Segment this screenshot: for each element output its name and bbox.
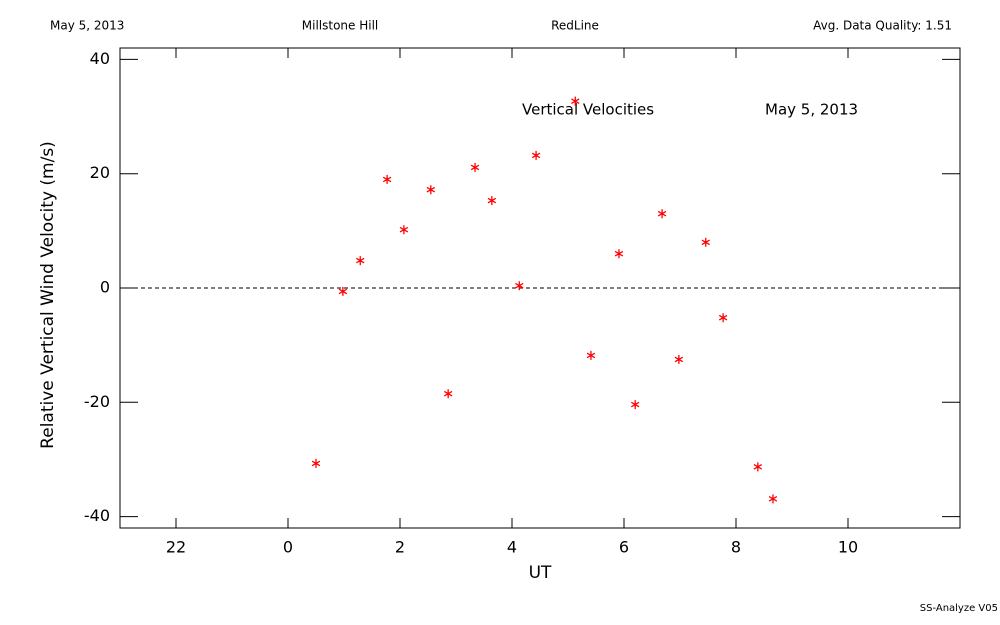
y-tick-label: 0 (100, 278, 110, 297)
x-tick-label: 22 (166, 538, 186, 557)
x-tick-label: 8 (731, 538, 741, 557)
y-tick-label: 40 (90, 49, 110, 68)
point (426, 185, 436, 195)
x-tick-label: 4 (507, 538, 517, 557)
point (338, 286, 348, 296)
x-tick-label: 10 (838, 538, 858, 557)
y-tick-label: -20 (84, 392, 110, 411)
point (515, 281, 524, 291)
point (356, 256, 365, 266)
point (674, 354, 684, 364)
point (571, 96, 580, 106)
point (657, 209, 667, 219)
point (311, 458, 321, 468)
footer: SS-Analyze V05 (920, 603, 998, 614)
point (399, 225, 409, 235)
point (586, 350, 596, 360)
x-tick-label: 2 (395, 538, 405, 557)
point (487, 196, 497, 206)
x-axis-label: UT (529, 563, 552, 583)
header-date: May 5, 2013 (50, 19, 124, 33)
y-tick-label: 20 (90, 163, 110, 182)
point (382, 174, 392, 184)
point (630, 400, 640, 410)
point (470, 162, 480, 172)
point (718, 313, 728, 323)
header-site: Millstone Hill (302, 19, 378, 33)
x-tick-label: 0 (283, 538, 293, 557)
annotation: Vertical Velocities (522, 101, 654, 119)
point (701, 237, 710, 247)
point (768, 494, 778, 504)
header-quality: Avg. Data Quality: 1.51 (813, 19, 952, 33)
y-axis-label: Relative Vertical Wind Velocity (m/s) (38, 141, 58, 449)
point (443, 389, 453, 399)
point (753, 462, 763, 472)
header-line: RedLine (551, 19, 599, 33)
y-tick-label: -40 (84, 506, 110, 525)
point (531, 150, 541, 160)
annotation: May 5, 2013 (765, 101, 858, 119)
x-tick-label: 6 (619, 538, 629, 557)
point (614, 249, 624, 259)
